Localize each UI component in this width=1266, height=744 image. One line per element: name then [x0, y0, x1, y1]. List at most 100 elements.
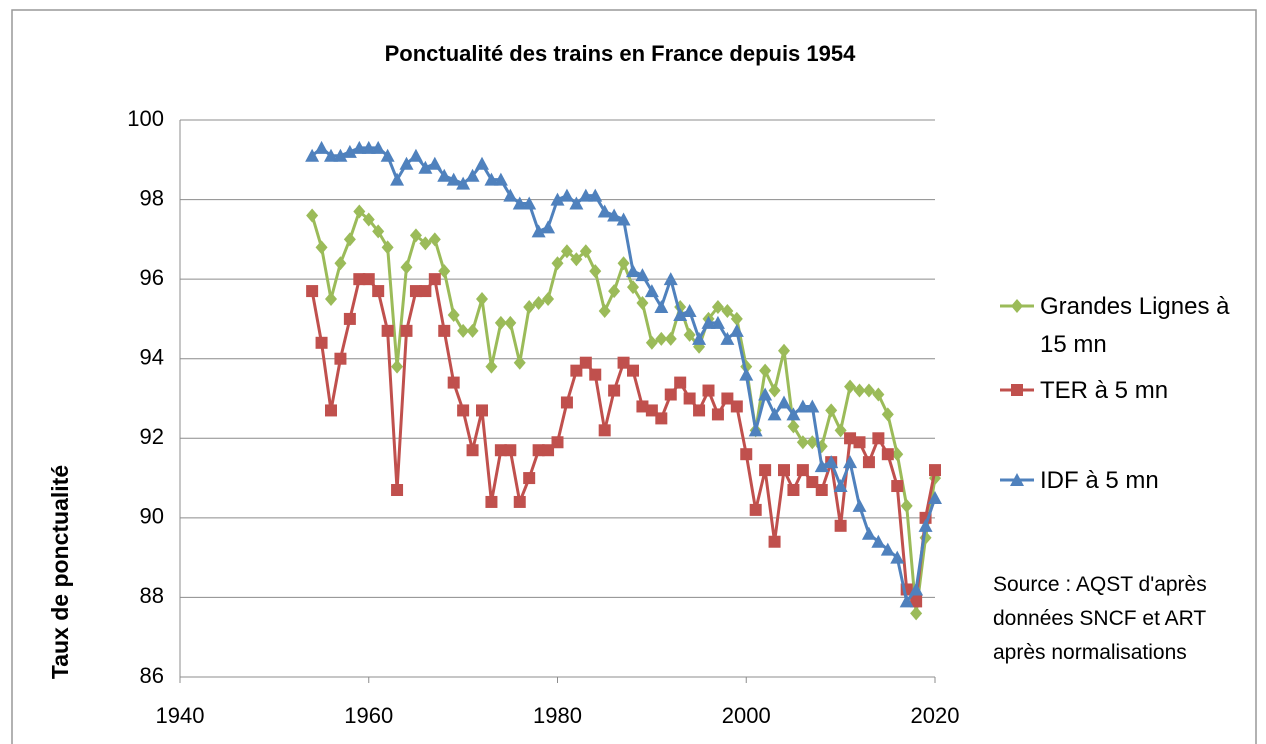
marker [598, 424, 611, 437]
marker [890, 550, 905, 564]
chart-title: Ponctualité des trains en France depuis … [385, 41, 856, 66]
marker [861, 526, 876, 540]
marker [418, 160, 433, 174]
legend-swatch [1000, 473, 1034, 486]
x-tick-label: 1960 [344, 703, 393, 728]
marker [655, 331, 668, 346]
marker [674, 376, 687, 389]
marker [834, 519, 847, 532]
marker [635, 268, 650, 282]
marker [305, 148, 320, 162]
marker [682, 303, 697, 317]
marker [833, 479, 848, 493]
marker [759, 363, 772, 378]
marker [910, 595, 923, 608]
marker [560, 396, 573, 409]
marker [654, 299, 669, 313]
frame [11, 9, 1257, 744]
marker [758, 387, 773, 401]
marker [428, 273, 441, 286]
legend-item: IDF à 5 mn [1000, 462, 1250, 500]
marker [361, 140, 376, 154]
marker [419, 236, 432, 251]
marker [551, 256, 564, 271]
marker [597, 204, 612, 218]
marker [721, 303, 734, 318]
marker [522, 196, 537, 210]
marker [314, 140, 329, 154]
marker [673, 307, 688, 321]
marker [342, 144, 357, 158]
marker [380, 148, 395, 162]
marker [655, 412, 668, 425]
marker [325, 292, 337, 307]
x-tick-label: 1980 [533, 703, 582, 728]
marker [306, 208, 319, 223]
marker [740, 448, 753, 461]
marker [608, 384, 621, 397]
marker [607, 208, 622, 222]
legend-item: TER à 5 mn [1000, 372, 1250, 410]
marker [447, 376, 460, 389]
y-tick-label: 100 [127, 106, 164, 131]
marker [900, 498, 913, 513]
marker [512, 196, 527, 210]
marker [457, 404, 470, 417]
marker [589, 264, 602, 279]
marker [663, 272, 678, 286]
marker [494, 315, 507, 330]
marker [777, 395, 791, 409]
marker [843, 455, 858, 469]
marker [560, 244, 573, 259]
marker [1011, 299, 1023, 313]
marker [484, 172, 499, 186]
y-axis-label: Taux de ponctualité [47, 465, 73, 679]
marker [749, 503, 762, 516]
marker [853, 383, 866, 398]
marker [381, 240, 394, 255]
marker [493, 172, 508, 186]
marker [796, 435, 809, 450]
marker [871, 534, 886, 548]
legend-swatch [1000, 384, 1034, 396]
marker [748, 423, 763, 437]
marker [909, 582, 924, 596]
marker [466, 323, 479, 338]
y-tick-label: 94 [140, 345, 164, 370]
marker [881, 407, 894, 422]
marker [616, 212, 631, 226]
marker [617, 256, 630, 271]
marker [814, 459, 829, 473]
marker [372, 285, 385, 298]
marker [550, 192, 565, 206]
marker [701, 315, 716, 329]
marker [844, 432, 857, 445]
marker [721, 392, 734, 405]
marker [872, 432, 885, 445]
marker [608, 284, 621, 299]
marker [683, 327, 696, 342]
marker [880, 542, 895, 556]
marker [400, 260, 413, 275]
marker [438, 324, 451, 337]
marker [806, 476, 819, 489]
marker [645, 404, 658, 417]
marker [891, 480, 904, 493]
marker [881, 448, 894, 461]
legend-label: IDF à 5 mn [1040, 467, 1159, 494]
marker [542, 292, 555, 307]
marker [408, 148, 423, 162]
marker [664, 388, 677, 401]
marker [617, 356, 630, 369]
marker [759, 464, 772, 477]
marker [513, 495, 526, 508]
marker [456, 176, 471, 190]
marker [899, 594, 914, 608]
marker [589, 368, 602, 381]
marker [343, 232, 356, 247]
marker [768, 535, 781, 548]
marker [796, 464, 809, 477]
marker [578, 188, 593, 202]
marker [806, 435, 819, 450]
